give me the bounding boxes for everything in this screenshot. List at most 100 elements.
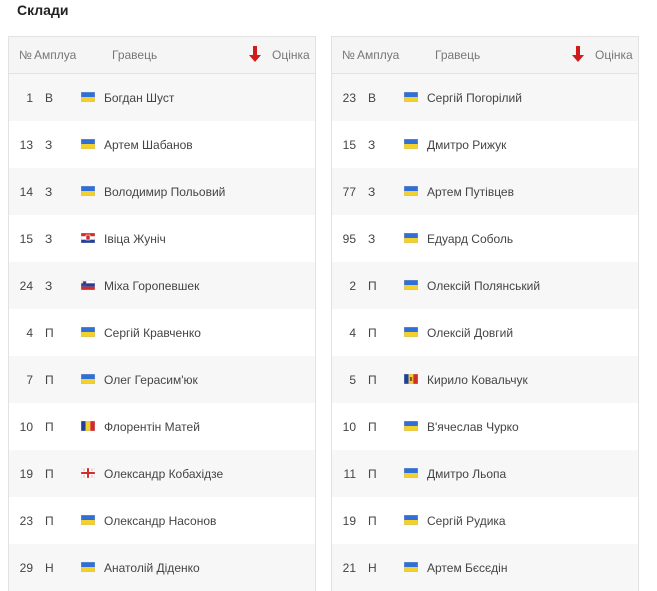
player-role: З <box>368 232 376 246</box>
player-number: 5 <box>349 373 356 387</box>
player-role: П <box>368 514 377 528</box>
ukraine-flag-icon <box>404 327 418 337</box>
ukraine-flag-icon <box>81 186 95 196</box>
player-number: 4 <box>26 326 33 340</box>
player-role: П <box>368 420 377 434</box>
table-row: 14 З Володимир Польовий <box>9 168 315 215</box>
table-row: 23 П Олександр Насонов <box>9 497 315 544</box>
player-role: П <box>368 326 377 340</box>
table-header: № Амплуа Гравець Оцінка <box>332 37 638 74</box>
ukraine-flag-icon <box>404 515 418 525</box>
player-role: З <box>368 138 376 152</box>
player-role: П <box>368 467 377 481</box>
ukraine-flag-icon <box>81 374 95 384</box>
table-row: 19 П Сергій Рудика <box>332 497 638 544</box>
player-name-link[interactable]: Флорентін Матей <box>104 420 200 434</box>
table-row: 21 Н Артем Бєсєдін <box>332 544 638 591</box>
player-name-link[interactable]: Олексій Довгий <box>427 326 514 340</box>
sort-arrow-icon[interactable] <box>247 45 263 63</box>
player-name-link[interactable]: Олександр Насонов <box>104 514 217 528</box>
player-role: П <box>45 514 54 528</box>
table-row: 4 П Олексій Довгий <box>332 309 638 356</box>
player-name-link[interactable]: Артем Бєсєдін <box>427 561 508 575</box>
player-name-link[interactable]: Сергій Кравченко <box>104 326 201 340</box>
player-number: 19 <box>342 514 356 528</box>
table-row: 19 П Олександр Кобахідзе <box>9 450 315 497</box>
player-name-link[interactable]: Володимир Польовий <box>104 185 226 199</box>
table-row: 24 З Міха Горопевшек <box>9 262 315 309</box>
player-number: 15 <box>19 232 33 246</box>
sort-arrow-icon[interactable] <box>570 45 586 63</box>
ukraine-flag-icon <box>404 562 418 572</box>
player-number: 23 <box>19 514 33 528</box>
player-number: 4 <box>349 326 356 340</box>
player-number: 29 <box>19 561 33 575</box>
table-row: 13 З Артем Шабанов <box>9 121 315 168</box>
player-number: 24 <box>19 279 33 293</box>
player-name-link[interactable]: Дмитро Рижук <box>427 138 507 152</box>
ukraine-flag-icon <box>404 139 418 149</box>
player-role: З <box>45 279 53 293</box>
player-name-link[interactable]: Сергій Погорілий <box>427 91 522 105</box>
player-name-link[interactable]: Анатолій Діденко <box>104 561 200 575</box>
player-number: 1 <box>26 91 33 105</box>
moldova-flag-icon <box>404 374 418 384</box>
table-row: 95 З Едуард Соболь <box>332 215 638 262</box>
role-column-header[interactable]: Амплуа <box>34 48 77 62</box>
player-name-link[interactable]: Олександр Кобахідзе <box>104 467 224 481</box>
player-number: 13 <box>19 138 33 152</box>
left-lineup-table: № Амплуа Гравець Оцінка 1 В Богдан Шуст 13 З… <box>8 36 316 591</box>
player-number: 7 <box>26 373 33 387</box>
player-number: 2 <box>349 279 356 293</box>
role-column-header[interactable]: Амплуа <box>357 48 400 62</box>
table-row: 10 П Флорентін Матей <box>9 403 315 450</box>
player-name-link[interactable]: Івіца Жуніч <box>104 232 166 246</box>
player-role: В <box>45 91 54 105</box>
player-number: 11 <box>343 467 356 481</box>
ukraine-flag-icon <box>404 186 418 196</box>
table-row: 2 П Олексій Полянський <box>332 262 638 309</box>
player-name-link[interactable]: Артем Шабанов <box>104 138 193 152</box>
player-name-link[interactable]: Кирило Ковальчук <box>427 373 528 387</box>
table-row: 29 Н Анатолій Діденко <box>9 544 315 591</box>
player-number: 10 <box>342 420 356 434</box>
player-number: 23 <box>342 91 356 105</box>
player-role: З <box>45 185 53 199</box>
ukraine-flag-icon <box>404 92 418 102</box>
player-number: 21 <box>342 561 356 575</box>
player-name-link[interactable]: Едуард Соболь <box>427 232 514 246</box>
player-name-link[interactable]: Богдан Шуст <box>104 91 175 105</box>
player-name-link[interactable]: Міха Горопевшек <box>104 279 200 293</box>
player-role: П <box>368 279 377 293</box>
slovenia-flag-icon <box>81 280 95 290</box>
ukraine-flag-icon <box>404 421 418 431</box>
player-role: П <box>45 373 54 387</box>
ukraine-flag-icon <box>81 139 95 149</box>
rating-column-header[interactable]: Оцінка <box>595 48 633 62</box>
player-column-header[interactable]: Гравець <box>435 48 481 62</box>
ukraine-flag-icon <box>404 280 418 290</box>
player-role: Н <box>45 561 54 575</box>
number-column-header: № <box>342 48 355 62</box>
table-row: 7 П Олег Герасим'юк <box>9 356 315 403</box>
player-name-link[interactable]: Олег Герасим'юк <box>104 373 198 387</box>
left-lineup-rows: 1 В Богдан Шуст 13 З Артем Шабанов 14 З Володими… <box>9 74 315 591</box>
player-name-link[interactable]: Дмитро Льопа <box>427 467 507 481</box>
ukraine-flag-icon <box>404 468 418 478</box>
table-row: 5 П Кирило Ковальчук <box>332 356 638 403</box>
table-row: 1 В Богдан Шуст <box>9 74 315 121</box>
player-number: 95 <box>342 232 356 246</box>
player-role: В <box>368 91 377 105</box>
ukraine-flag-icon <box>81 92 95 102</box>
player-number: 19 <box>19 467 33 481</box>
player-name-link[interactable]: Олексій Полянський <box>427 279 541 293</box>
ukraine-flag-icon <box>81 515 95 525</box>
player-column-header[interactable]: Гравець <box>112 48 158 62</box>
player-role: Н <box>368 561 377 575</box>
player-name-link[interactable]: Артем Путівцев <box>427 185 514 199</box>
player-name-link[interactable]: В'ячеслав Чурко <box>427 420 519 434</box>
player-name-link[interactable]: Сергій Рудика <box>427 514 506 528</box>
ukraine-flag-icon <box>81 327 95 337</box>
ukraine-flag-icon <box>81 562 95 572</box>
rating-column-header[interactable]: Оцінка <box>272 48 310 62</box>
